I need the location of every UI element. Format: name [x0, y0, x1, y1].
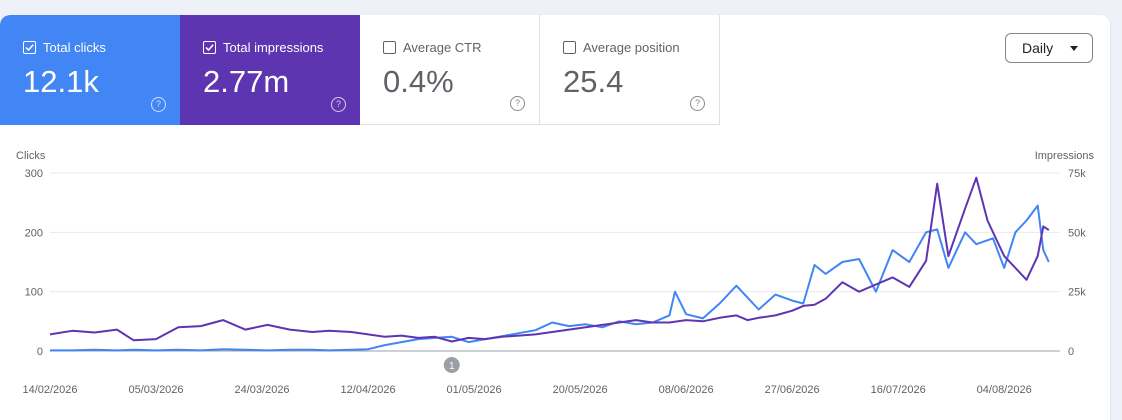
- metric-label: Total impressions: [223, 40, 324, 55]
- x-tick-label: 04/08/2026: [977, 384, 1032, 396]
- granularity-dropdown[interactable]: Daily: [1005, 33, 1093, 63]
- metric-total-impressions[interactable]: Total impressions 2.77m ?: [180, 15, 360, 125]
- checkbox-empty-icon[interactable]: [383, 41, 396, 54]
- y-right-tick-label: 25k: [1068, 287, 1086, 299]
- x-tick-label: 01/05/2026: [447, 384, 502, 396]
- annotation-label: 1: [449, 361, 455, 372]
- checkbox-checked-icon[interactable]: [23, 41, 36, 54]
- metric-label: Average position: [583, 40, 680, 55]
- granularity-selected: Daily: [1022, 40, 1054, 56]
- performance-chart: 0 100 200 300 0 25k 50k 75k 14/02/2026 05/03/2026…: [22, 168, 1086, 396]
- metric-label: Average CTR: [403, 40, 482, 55]
- y-right-axis-title: Impressions: [1034, 150, 1094, 162]
- y-right-tick-label: 75k: [1068, 168, 1086, 180]
- x-tick-label: 08/06/2026: [659, 384, 714, 396]
- x-tick-label: 16/07/2026: [871, 384, 926, 396]
- dropdown-caret-icon: [1070, 46, 1078, 51]
- y-left-tick-label: 0: [37, 346, 43, 358]
- x-tick-label: 20/05/2026: [553, 384, 608, 396]
- x-tick-label: 12/04/2026: [341, 384, 396, 396]
- metric-value: 25.4: [563, 64, 624, 99]
- help-icon[interactable]: ?: [510, 96, 525, 111]
- x-tick-label: 24/03/2026: [235, 384, 290, 396]
- x-tick-label: 27/06/2026: [765, 384, 820, 396]
- series-line-impressions[interactable]: [49, 176, 1050, 343]
- series-line-clicks[interactable]: [50, 204, 1050, 352]
- metric-tabs: Total clicks 12.1k ? Total impressions 2…: [0, 15, 720, 125]
- y-left-tick-label: 100: [25, 287, 43, 299]
- y-left-axis-title: Clicks: [16, 150, 46, 162]
- annotation-marker[interactable]: 1: [443, 357, 460, 373]
- help-icon[interactable]: ?: [331, 97, 346, 112]
- y-left-tick-label: 200: [25, 227, 43, 239]
- x-tick-label: 05/03/2026: [128, 384, 183, 396]
- help-icon[interactable]: ?: [690, 96, 705, 111]
- metric-total-clicks[interactable]: Total clicks 12.1k ?: [0, 15, 180, 125]
- metric-average-ctr[interactable]: Average CTR 0.4% ?: [360, 15, 540, 125]
- performance-card: Total clicks 12.1k ? Total impressions 2…: [0, 15, 1110, 420]
- y-right-tick-label: 50k: [1068, 227, 1086, 239]
- metric-value: 0.4%: [383, 64, 454, 99]
- checkbox-checked-icon[interactable]: [203, 41, 216, 54]
- metric-average-position[interactable]: Average position 25.4 ?: [540, 15, 720, 125]
- metric-label: Total clicks: [43, 40, 106, 55]
- y-right-tick-label: 0: [1068, 346, 1074, 358]
- metric-value: 12.1k: [23, 64, 99, 99]
- help-icon[interactable]: ?: [151, 97, 166, 112]
- y-left-tick-label: 300: [25, 168, 43, 180]
- checkbox-empty-icon[interactable]: [563, 41, 576, 54]
- metric-value: 2.77m: [203, 64, 290, 99]
- x-tick-label: 14/02/2026: [22, 384, 77, 396]
